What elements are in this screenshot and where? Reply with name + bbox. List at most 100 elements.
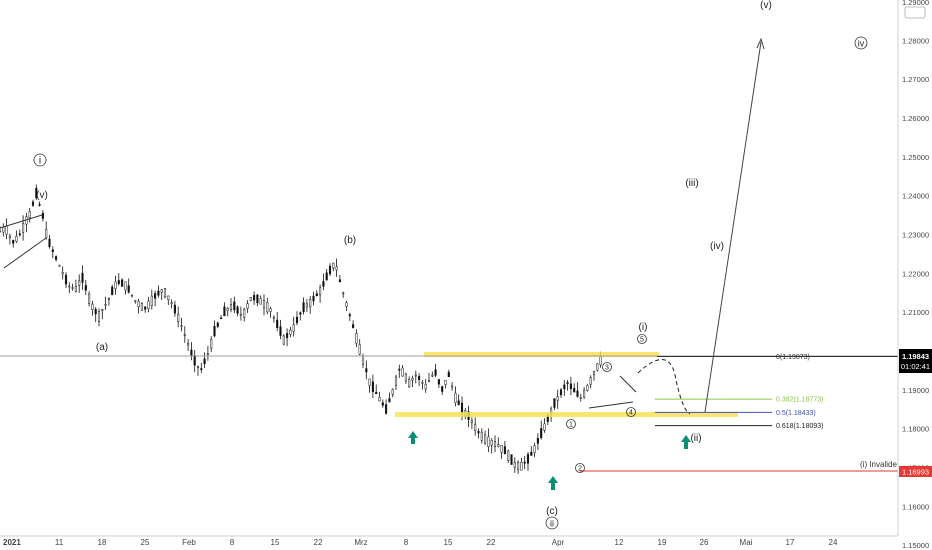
- wave-label-ii-circled: ii: [550, 519, 554, 529]
- candle-body: [229, 304, 233, 310]
- candle-body: [371, 381, 374, 392]
- candle-body: [441, 386, 444, 392]
- candle-body: [8, 235, 11, 239]
- price-tick-label: 1.22000: [902, 269, 929, 278]
- triangle-pattern-left: [0, 214, 47, 269]
- current-price-tag: [899, 349, 932, 373]
- candle-body: [579, 397, 582, 399]
- wave-label-3: 3: [605, 365, 609, 372]
- candle-body: [12, 239, 15, 244]
- candle-body: [51, 249, 54, 253]
- candle-body: [507, 450, 510, 461]
- time-tick-label: 2021: [3, 538, 21, 547]
- candle-body: [220, 317, 223, 320]
- candle-body: [375, 392, 378, 394]
- candle-body: [536, 437, 539, 444]
- candle-body: [365, 368, 368, 373]
- candle-body: [0, 230, 2, 233]
- candle-body: [239, 313, 242, 317]
- invalidation-price-tag: [899, 466, 932, 477]
- candle-body: [292, 324, 295, 332]
- candle-body: [170, 302, 173, 305]
- price-tick-label: 1.24000: [902, 192, 929, 201]
- price-axis[interactable]: [897, 0, 932, 550]
- time-tick-label: 11: [55, 538, 64, 547]
- fib-levels: 0(1.19873) 0.382(1.18773) 0.5(1.18433) 0.61…: [655, 354, 898, 430]
- time-tick-label: 19: [658, 538, 667, 547]
- wave-label-b: (b): [344, 235, 356, 246]
- candle-body: [414, 374, 417, 377]
- currency-badge: [904, 6, 926, 19]
- time-tick-label: 12: [615, 538, 624, 547]
- candle-body: [173, 304, 176, 314]
- projection-line-up: [704, 41, 762, 413]
- candle-body: [187, 343, 190, 346]
- candle-body: [589, 377, 592, 385]
- candle-body: [61, 272, 64, 275]
- wave-label-4: 4: [629, 410, 633, 417]
- candle-body: [305, 303, 308, 308]
- candle-body: [124, 281, 127, 291]
- candle-body: [22, 223, 25, 233]
- candle-body: [592, 371, 596, 376]
- candle-body: [167, 295, 170, 301]
- candle-body: [404, 373, 407, 382]
- price-tick-label: 1.28000: [902, 36, 929, 45]
- candle-body: [28, 211, 31, 218]
- candle-body: [427, 380, 431, 382]
- candle-body: [272, 316, 275, 319]
- candle-body: [540, 428, 543, 438]
- candle-body: [484, 434, 487, 444]
- price-tick-label: 1.23000: [902, 230, 929, 239]
- wave-label-1: 1: [569, 422, 573, 429]
- triangle-pattern-right: [588, 375, 637, 409]
- candle-body: [236, 306, 239, 314]
- wave-label-i-paren: (i): [639, 322, 648, 333]
- candle-body: [470, 420, 473, 423]
- invalidation-price-value: 1.16993: [902, 468, 929, 477]
- candle-body: [266, 302, 269, 313]
- price-tick-label: 1.18000: [902, 425, 929, 434]
- price-tick-label: 1.26000: [902, 114, 929, 123]
- time-tick-label: Mrz: [354, 538, 367, 547]
- wave-label-i-circled: i: [39, 156, 41, 167]
- candle-body: [477, 431, 480, 434]
- candle-body: [140, 303, 143, 311]
- candle-body: [596, 363, 599, 371]
- candle-body: [385, 404, 388, 414]
- candle-body: [18, 233, 21, 236]
- time-tick-label: 22: [487, 538, 496, 547]
- candle-body: [325, 272, 328, 281]
- candle-body: [177, 313, 180, 322]
- candle-body: [190, 349, 193, 356]
- projection-arrowhead: [756, 37, 765, 50]
- candle-body: [2, 226, 5, 233]
- candle-body: [111, 286, 114, 296]
- candle-body: [134, 300, 137, 302]
- support-zone: [395, 412, 738, 417]
- candle-body: [130, 294, 134, 297]
- candle-body: [398, 368, 401, 371]
- candle-body: [71, 287, 74, 289]
- candle-body: [127, 285, 130, 293]
- time-tick-label: 8: [230, 538, 235, 547]
- time-tick-label: 17: [786, 538, 795, 547]
- wave-label-ii-paren: (ii): [690, 433, 701, 444]
- candle-body: [253, 295, 256, 301]
- buy-arrow-1: [408, 431, 418, 444]
- candle-body: [203, 358, 206, 365]
- price-tick-label: 1.21000: [902, 308, 929, 317]
- candle-body: [196, 365, 200, 368]
- candle-body: [510, 454, 513, 465]
- candle-body: [246, 303, 249, 309]
- candle-body: [94, 308, 97, 315]
- candle-body: [5, 225, 8, 235]
- candle-body: [338, 279, 341, 283]
- candle-body: [457, 400, 460, 405]
- candle-body: [104, 303, 107, 306]
- time-tick-label: 8: [404, 538, 409, 547]
- candle-body: [315, 293, 318, 296]
- candle-body: [401, 367, 404, 377]
